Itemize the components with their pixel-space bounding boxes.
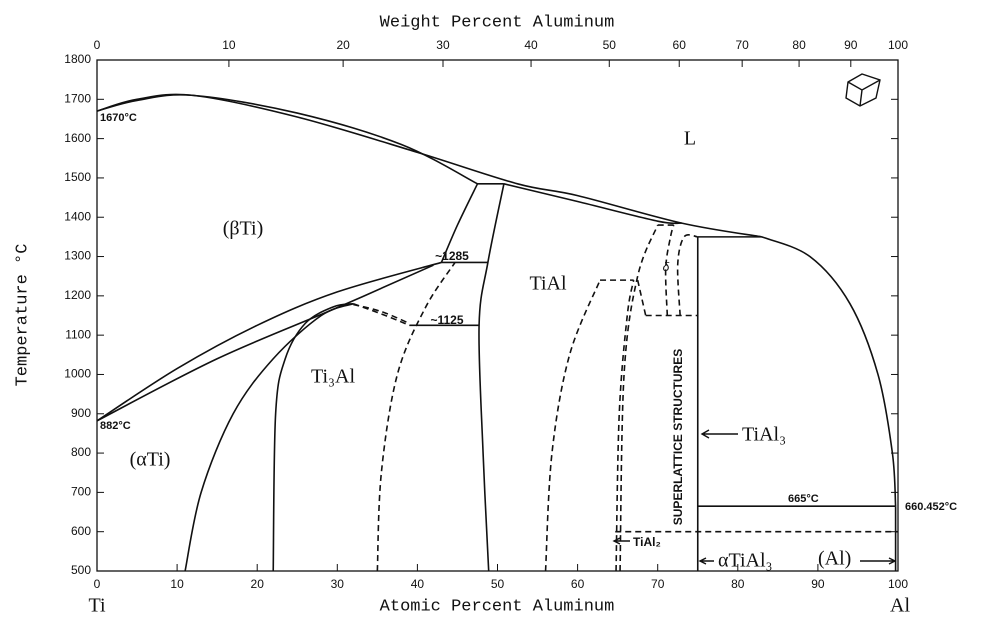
chart: Weight Percent Aluminum Atomic Percent A… bbox=[0, 0, 988, 617]
annotation: 1670°C bbox=[100, 112, 137, 124]
x-tick-label: 30 bbox=[331, 577, 345, 591]
annotation: SUPERLATTICE STRUCTURES bbox=[671, 349, 685, 525]
x2-tick-label: 20 bbox=[336, 38, 350, 52]
phase-boundary bbox=[97, 94, 762, 237]
y-tick-label: 1600 bbox=[64, 131, 91, 145]
annotation: L bbox=[684, 128, 696, 150]
x-axis-title: Atomic Percent Aluminum bbox=[380, 597, 615, 616]
annotation: (Al) bbox=[818, 548, 851, 570]
icon bbox=[846, 74, 880, 106]
annotation: (βTi) bbox=[223, 218, 264, 240]
x-tick-label: 100 bbox=[888, 577, 908, 591]
right-element: Al bbox=[890, 595, 910, 617]
x-tick-label: 0 bbox=[94, 577, 101, 591]
y-tick-label: 1000 bbox=[64, 367, 91, 381]
annotation: αTiAl₃ bbox=[718, 550, 773, 572]
y-tick-label: 1700 bbox=[64, 91, 91, 105]
annotation: 660.452°C bbox=[905, 501, 957, 513]
arrow bbox=[860, 558, 895, 564]
x2-tick-label: 40 bbox=[524, 38, 538, 52]
top-axis-title: Weight Percent Aluminum bbox=[380, 13, 615, 32]
phase-boundary bbox=[377, 262, 455, 571]
phase-boundary bbox=[97, 262, 441, 420]
phase-boundary bbox=[479, 184, 504, 571]
x-tick-label: 80 bbox=[731, 577, 745, 591]
y-tick-label: 900 bbox=[71, 406, 91, 420]
y-axis-title: Temperature °C bbox=[13, 244, 32, 387]
x-tick-label: 50 bbox=[491, 577, 505, 591]
x2-tick-label: 10 bbox=[222, 38, 236, 52]
annotation: Ti₃Al bbox=[311, 366, 355, 388]
phase-boundary bbox=[762, 237, 896, 506]
phase-boundary bbox=[678, 235, 698, 316]
left-element: Ti bbox=[88, 595, 106, 617]
x2-tick-label: 60 bbox=[673, 38, 687, 52]
y-tick-label: 1500 bbox=[64, 170, 91, 184]
annotation: (αTi) bbox=[130, 449, 171, 471]
x-tick-label: 70 bbox=[651, 577, 665, 591]
y-tick-label: 1100 bbox=[65, 327, 91, 341]
y-tick-label: 600 bbox=[71, 524, 91, 538]
phase-boundary bbox=[273, 304, 353, 571]
plot-frame bbox=[97, 60, 898, 571]
x-tick-label: 20 bbox=[251, 577, 265, 591]
arrow bbox=[702, 430, 738, 438]
y-tick-label: 1800 bbox=[64, 52, 91, 66]
y-tick-label: 800 bbox=[71, 445, 91, 459]
annotation: TiAl bbox=[529, 273, 567, 295]
phase-boundary bbox=[353, 304, 409, 323]
annotation: 882°C bbox=[100, 420, 131, 432]
y-tick-label: 700 bbox=[71, 485, 91, 499]
phase-boundary bbox=[620, 225, 658, 571]
x2-tick-label: 70 bbox=[735, 38, 749, 52]
phase-boundary bbox=[504, 184, 682, 224]
x2-tick-label: 50 bbox=[603, 38, 617, 52]
y-tick-label: 1200 bbox=[64, 288, 91, 302]
x2-tick-label: 80 bbox=[792, 38, 806, 52]
y-tick-label: 1400 bbox=[64, 209, 91, 223]
x2-tick-label: 0 bbox=[94, 38, 101, 52]
y-tick-label: 500 bbox=[71, 563, 91, 577]
arrow bbox=[700, 558, 714, 564]
phase-boundary bbox=[97, 95, 477, 184]
x-tick-label: 10 bbox=[170, 577, 184, 591]
phase-boundary bbox=[353, 304, 409, 326]
x2-tick-label: 100 bbox=[888, 38, 908, 52]
annotation: ~1285 bbox=[435, 249, 469, 263]
phase-boundary bbox=[638, 280, 646, 315]
x-tick-label: 90 bbox=[811, 577, 825, 591]
x2-tick-label: 30 bbox=[436, 38, 450, 52]
y-tick-label: 1300 bbox=[64, 249, 91, 263]
phase-boundary bbox=[616, 280, 634, 571]
phase-boundary bbox=[97, 265, 433, 421]
x2-tick-label: 90 bbox=[844, 38, 858, 52]
phase-boundary bbox=[185, 304, 353, 571]
annotation: 665°C bbox=[788, 493, 819, 505]
x-tick-label: 60 bbox=[571, 577, 585, 591]
phase-boundary bbox=[546, 280, 600, 571]
annotation: TiAl₂ bbox=[633, 535, 661, 549]
annotation: TiAl₃ bbox=[742, 424, 786, 446]
x-tick-label: 40 bbox=[411, 577, 425, 591]
